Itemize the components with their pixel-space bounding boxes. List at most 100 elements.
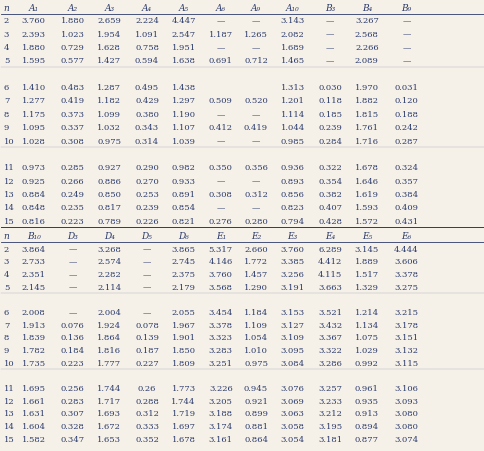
Text: 0.961: 0.961: [354, 384, 378, 392]
Text: 11: 11: [4, 384, 15, 392]
Text: 0.357: 0.357: [393, 177, 418, 185]
Text: 0.076: 0.076: [61, 321, 85, 329]
Text: 0.333: 0.333: [135, 422, 159, 430]
Text: 0.337: 0.337: [60, 124, 85, 132]
Text: 0.290: 0.290: [135, 164, 159, 172]
Text: 3.378: 3.378: [393, 270, 418, 278]
Text: 1.582: 1.582: [22, 435, 45, 443]
Text: 2.547: 2.547: [171, 31, 196, 39]
Text: 0.925: 0.925: [22, 177, 45, 185]
Text: 1.023: 1.023: [60, 31, 85, 39]
Text: 3.864: 3.864: [22, 245, 45, 253]
Text: 1.672: 1.672: [97, 422, 121, 430]
Text: 2.179: 2.179: [171, 283, 195, 291]
Text: 0.854: 0.854: [171, 204, 196, 212]
Text: 0.308: 0.308: [209, 190, 232, 198]
Text: 1.864: 1.864: [97, 334, 121, 341]
Text: 2.055: 2.055: [171, 308, 195, 316]
Text: 1.777: 1.777: [97, 359, 121, 367]
Text: 3.760: 3.760: [22, 18, 45, 25]
Text: 0.223: 0.223: [61, 359, 85, 367]
Text: E₆: E₆: [400, 232, 411, 241]
Text: 0.407: 0.407: [318, 204, 342, 212]
Text: 2.351: 2.351: [22, 270, 45, 278]
Text: 4: 4: [4, 270, 9, 278]
Text: 2.224: 2.224: [135, 18, 159, 25]
Text: 3.153: 3.153: [280, 308, 304, 316]
Text: 1.427: 1.427: [97, 57, 121, 65]
Text: 0.789: 0.789: [97, 217, 121, 225]
Text: E₁: E₁: [215, 232, 226, 241]
Text: 0.226: 0.226: [135, 217, 158, 225]
Text: 1.816: 1.816: [97, 346, 121, 354]
Text: —: —: [401, 18, 410, 25]
Text: 3.127: 3.127: [280, 321, 304, 329]
Text: 0.352: 0.352: [135, 435, 159, 443]
Text: 2.659: 2.659: [97, 18, 121, 25]
Text: 0.935: 0.935: [354, 397, 378, 405]
Text: —: —: [68, 270, 77, 278]
Text: B₁₀: B₁₀: [27, 232, 41, 241]
Text: 0.249: 0.249: [60, 190, 85, 198]
Text: 1.190: 1.190: [171, 110, 195, 119]
Text: 10: 10: [4, 137, 15, 145]
Text: 3.063: 3.063: [280, 410, 304, 418]
Text: 3.226: 3.226: [209, 384, 232, 392]
Text: 1.465: 1.465: [280, 57, 304, 65]
Text: 3.069: 3.069: [280, 397, 304, 405]
Text: 1.661: 1.661: [22, 397, 45, 405]
Text: 1.880: 1.880: [60, 18, 85, 25]
Text: 9: 9: [4, 346, 9, 354]
Text: 2.660: 2.660: [243, 245, 267, 253]
Text: 1.628: 1.628: [97, 44, 121, 52]
Text: 0.821: 0.821: [171, 217, 195, 225]
Text: 0.288: 0.288: [135, 397, 159, 405]
Text: 2.114: 2.114: [97, 283, 121, 291]
Text: 1.604: 1.604: [22, 422, 45, 430]
Text: 0.223: 0.223: [61, 217, 85, 225]
Text: E₂: E₂: [250, 232, 260, 241]
Text: 1.134: 1.134: [354, 321, 378, 329]
Text: 0.270: 0.270: [135, 177, 159, 185]
Text: 0.921: 0.921: [243, 397, 267, 405]
Text: 0.933: 0.933: [171, 177, 195, 185]
Text: 3.178: 3.178: [393, 321, 418, 329]
Text: 0.031: 0.031: [393, 84, 418, 92]
Text: 0.356: 0.356: [243, 164, 267, 172]
Text: 0.384: 0.384: [393, 190, 418, 198]
Text: A₄: A₄: [142, 4, 152, 13]
Text: D₄: D₄: [104, 232, 115, 241]
Text: —: —: [325, 57, 334, 65]
Text: 2.574: 2.574: [97, 258, 121, 266]
Text: 3.084: 3.084: [280, 359, 304, 367]
Text: 1.054: 1.054: [243, 334, 268, 341]
Text: E₃: E₃: [287, 232, 297, 241]
Text: 0.712: 0.712: [243, 57, 267, 65]
Text: 0.594: 0.594: [135, 57, 159, 65]
Text: 2.745: 2.745: [171, 258, 196, 266]
Text: 1.719: 1.719: [171, 410, 196, 418]
Text: 0.26: 0.26: [137, 384, 156, 392]
Text: 1.287: 1.287: [97, 84, 121, 92]
Text: 3.188: 3.188: [208, 410, 232, 418]
Text: A₆: A₆: [215, 4, 226, 13]
Text: 1.028: 1.028: [22, 137, 45, 145]
Text: 1.297: 1.297: [171, 97, 195, 105]
Text: 1.029: 1.029: [354, 346, 378, 354]
Text: 13: 13: [4, 410, 15, 418]
Text: 3.212: 3.212: [318, 410, 342, 418]
Text: 3.454: 3.454: [208, 308, 232, 316]
Text: 1.039: 1.039: [171, 137, 195, 145]
Text: 0.975: 0.975: [97, 137, 121, 145]
Text: 2.089: 2.089: [354, 57, 378, 65]
Text: 0.936: 0.936: [280, 164, 304, 172]
Text: 1.717: 1.717: [97, 397, 121, 405]
Text: 3.256: 3.256: [280, 270, 304, 278]
Text: 12: 12: [4, 397, 15, 405]
Text: 0.284: 0.284: [318, 137, 342, 145]
Text: 0.078: 0.078: [135, 321, 159, 329]
Text: 8: 8: [4, 334, 9, 341]
Text: 3.106: 3.106: [393, 384, 418, 392]
Text: 1.772: 1.772: [243, 258, 268, 266]
Text: 3.865: 3.865: [171, 245, 195, 253]
